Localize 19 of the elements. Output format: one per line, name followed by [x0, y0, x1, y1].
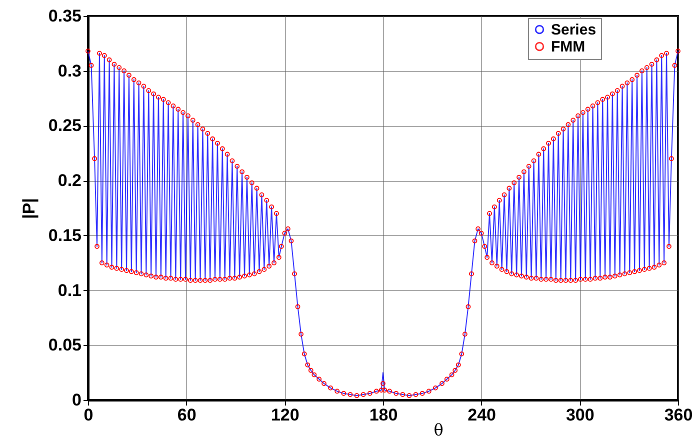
y-tick-label: 0.15	[48, 226, 82, 245]
x-tick-label: 300	[566, 406, 594, 424]
legend-label: FMM	[551, 38, 586, 56]
x-tick-label: 0	[84, 406, 94, 424]
x-tick-label: 60	[177, 406, 196, 424]
legend-label: Series	[551, 22, 596, 38]
y-tick-label: 0.1	[58, 280, 82, 300]
y-tick-label: 0	[72, 390, 82, 410]
y-tick-label: 0.05	[48, 336, 82, 355]
y-tick-label: 0.25	[48, 116, 82, 136]
x-axis-title: θ	[434, 420, 444, 440]
x-tick-label: 240	[468, 406, 496, 424]
y-tick-label: 0.35	[48, 6, 82, 26]
y-tick-label: 0.2	[58, 171, 82, 190]
x-tick-label: 360	[664, 406, 693, 424]
y-tick-label: 0.3	[58, 61, 82, 80]
x-tick-label: 120	[270, 406, 300, 424]
y-axis-title: |P|	[19, 198, 38, 219]
x-tick-label: 180	[369, 406, 398, 424]
